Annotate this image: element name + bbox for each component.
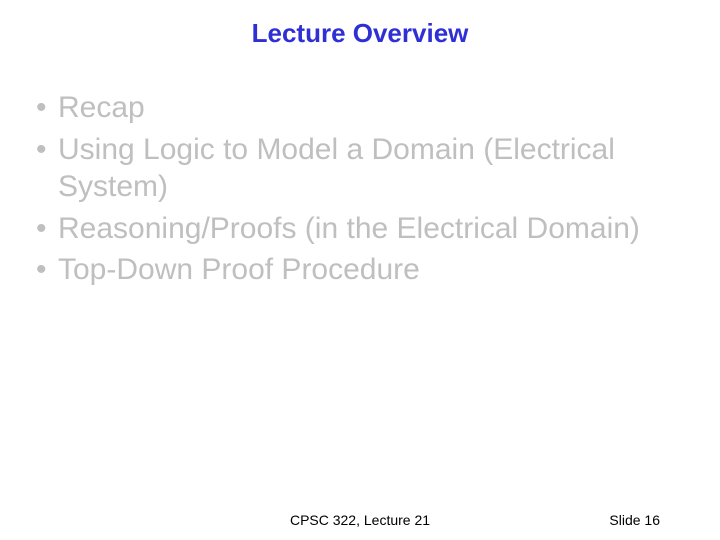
- bullet-list: Recap Using Logic to Model a Domain (Ele…: [30, 89, 690, 289]
- slide-title: Lecture Overview: [0, 0, 720, 49]
- slide-content: Recap Using Logic to Model a Domain (Ele…: [0, 49, 720, 289]
- bullet-text: Recap: [58, 91, 145, 124]
- list-item: Reasoning/Proofs (in the Electrical Doma…: [30, 210, 690, 248]
- bullet-text: Top-Down Proof Procedure: [58, 253, 420, 286]
- footer-right-text: Slide 16: [609, 512, 660, 528]
- slide: Lecture Overview Recap Using Logic to Mo…: [0, 0, 720, 540]
- list-item: Recap: [30, 89, 690, 127]
- list-item: Using Logic to Model a Domain (Electrica…: [30, 131, 690, 206]
- bullet-text: Reasoning/Proofs (in the Electrical Doma…: [58, 212, 640, 245]
- list-item: Top-Down Proof Procedure: [30, 251, 690, 289]
- bullet-text: Using Logic to Model a Domain (Electrica…: [58, 133, 615, 204]
